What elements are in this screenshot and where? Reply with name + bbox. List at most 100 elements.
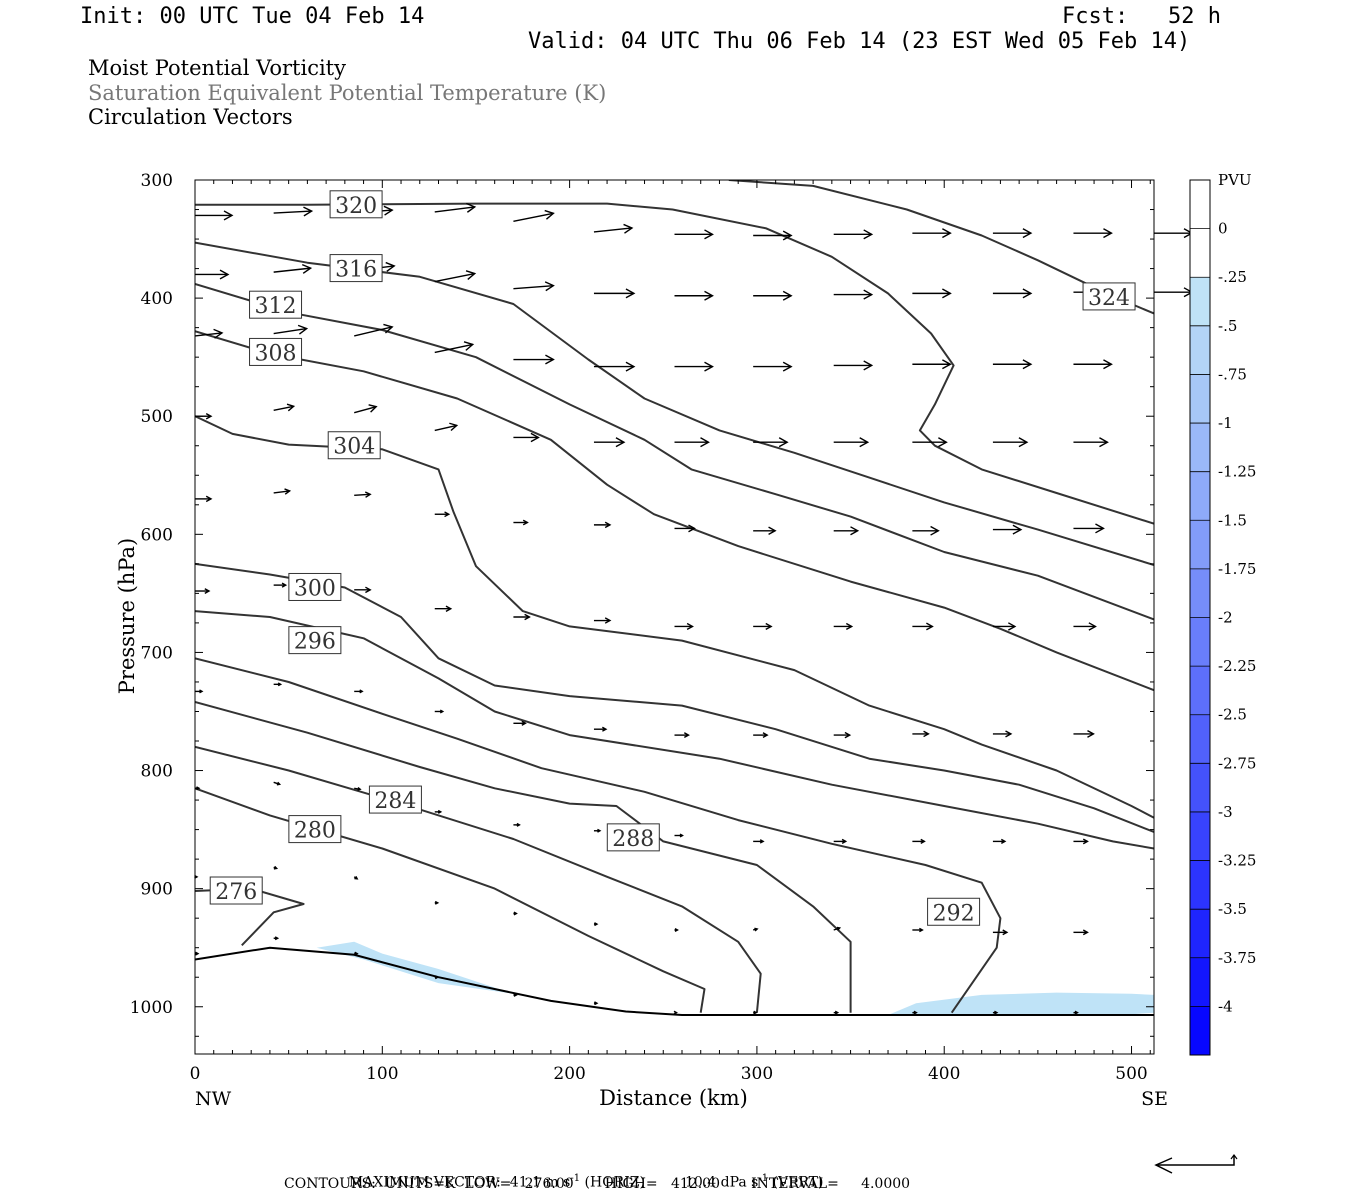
vector-head: [768, 526, 777, 536]
colorbar-swatch: [1190, 1006, 1210, 1055]
vector-arrow: [593, 726, 608, 732]
vector-shaft: [354, 405, 377, 414]
vector-arrow: [992, 359, 1033, 370]
vector-arrow: [1073, 523, 1105, 534]
colorbar-label: -.25: [1218, 268, 1247, 286]
vector-head: [195, 951, 200, 956]
vector-head: [683, 732, 690, 739]
contour-label-text: 308: [255, 341, 297, 366]
title-vectors: Circulation Vectors: [88, 105, 293, 129]
x-tick-label: 400: [928, 1064, 960, 1084]
vector-head: [994, 1010, 999, 1015]
contour-label-text: 300: [294, 576, 336, 601]
contour-label-box: [288, 572, 342, 601]
colorbar-swatch: [1190, 180, 1210, 229]
vector-arrow: [273, 403, 296, 412]
vector-head: [604, 617, 612, 624]
vector-head: [204, 588, 211, 594]
contour-label-280: 280: [288, 815, 342, 844]
vector-head: [942, 228, 952, 239]
vector-head: [385, 261, 396, 272]
vector-arrow: [513, 354, 555, 365]
contour-label-320: 320: [329, 190, 383, 219]
vector-arrow: [912, 622, 934, 631]
contour-label-box: [249, 337, 303, 366]
contour-label-text: 276: [215, 880, 257, 905]
vector-head: [688, 524, 696, 533]
vector-arrow: [593, 828, 602, 833]
vector-arrow: [354, 586, 372, 594]
vector-head: [364, 491, 372, 498]
colorbar-unit: PVU: [1218, 171, 1252, 189]
vector-head: [762, 732, 769, 739]
vector-arrow: [912, 437, 948, 448]
vector-head: [444, 511, 451, 518]
vector-arrow: [674, 833, 684, 838]
vector-head: [277, 682, 283, 687]
vector-arrow: [513, 613, 531, 621]
vector-arrow: [833, 926, 842, 931]
vector-arrow: [753, 290, 793, 301]
vector-arrow: [593, 288, 636, 299]
vector-head: [942, 288, 952, 299]
vector-head: [1022, 228, 1033, 239]
vector-arrow: [992, 1010, 999, 1015]
vector-arrow: [992, 288, 1033, 299]
vector-head: [1082, 929, 1089, 936]
vector-arrow: [674, 437, 710, 448]
vector-arrow: [195, 786, 201, 791]
contour-label-text: 312: [255, 294, 297, 319]
contour-320: [195, 202, 1154, 525]
contour-312: [195, 282, 1154, 621]
vector-head: [544, 281, 555, 292]
vector-arrow: [434, 709, 445, 714]
colorbar-swatch: [1190, 763, 1210, 812]
x-endpoint-left: NW: [195, 1088, 232, 1110]
vector-shaft: [434, 272, 475, 283]
mpv-region-0: [316, 941, 514, 994]
vector-arrow: [753, 732, 769, 739]
vector-head: [199, 689, 204, 694]
vector-head: [841, 838, 848, 844]
vector-head: [759, 839, 765, 844]
contour-label-text: 320: [335, 194, 377, 219]
ref-vector-line: [1156, 1155, 1235, 1166]
colorbar-label: -3.25: [1218, 852, 1256, 870]
vector-head: [205, 412, 213, 420]
contour-label-box: [927, 897, 981, 926]
contour-316: [195, 241, 1154, 566]
vector-head: [623, 223, 634, 234]
y-tick-label: 900: [141, 880, 173, 900]
vector-head: [213, 328, 224, 339]
colorbar-label: -1.5: [1218, 511, 1247, 529]
vector-arrow: [674, 732, 690, 739]
vector-head: [276, 781, 282, 786]
x-tick-label: 100: [366, 1064, 398, 1084]
vector-arrow: [1154, 287, 1194, 298]
contour-label-text: 280: [294, 819, 336, 844]
vector-head: [368, 404, 378, 413]
vector-head: [1012, 524, 1023, 535]
vector-arrow: [833, 622, 854, 631]
vector-shaft: [513, 284, 554, 290]
y-tick-label: 1000: [130, 998, 173, 1018]
vector-shaft: [593, 227, 633, 233]
vector-head: [926, 622, 934, 631]
colorbar-label: -3: [1218, 803, 1233, 821]
vector-head: [1103, 228, 1113, 239]
vector-arrow: [753, 437, 789, 448]
colorbar-swatch: [1190, 374, 1210, 424]
vector-arrow: [912, 838, 926, 844]
vector-arrow: [593, 437, 626, 448]
contour-label-box: [1082, 282, 1136, 311]
x-tick-label: 200: [553, 1064, 585, 1084]
vector-arrow: [992, 838, 1007, 844]
vector-arrow: [593, 521, 612, 529]
vector-arrow: [273, 263, 313, 274]
contour-label-276: 276: [209, 876, 263, 905]
contour-284: [195, 745, 762, 1013]
vector-arrow: [354, 323, 394, 337]
colorbar-swatch: [1190, 423, 1210, 472]
y-tick-label: 800: [141, 762, 173, 782]
vector-shaft: [354, 326, 393, 337]
